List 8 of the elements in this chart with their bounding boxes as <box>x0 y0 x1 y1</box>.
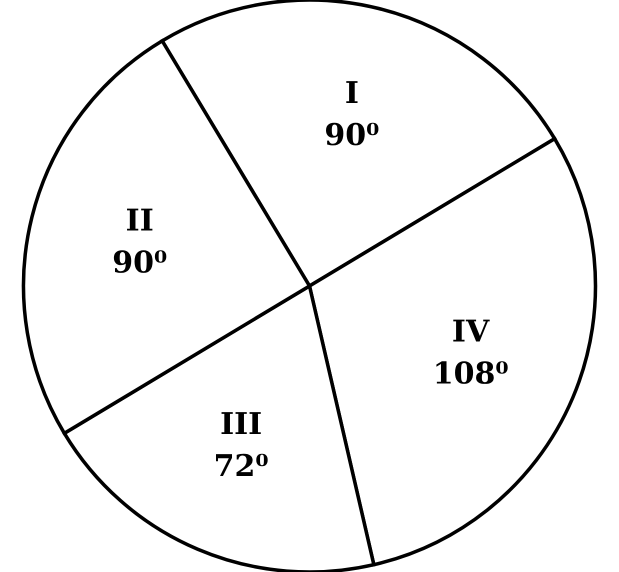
data-label: 90⁰ <box>324 118 380 154</box>
data-label: 72⁰ <box>214 449 269 484</box>
slice-label: IV <box>452 314 490 350</box>
data-label: 90⁰ <box>112 246 168 281</box>
slice-label: I <box>344 76 359 112</box>
slice-label: III <box>220 407 262 442</box>
slice-label: II <box>126 204 154 239</box>
data-label: 108⁰ <box>432 356 508 392</box>
